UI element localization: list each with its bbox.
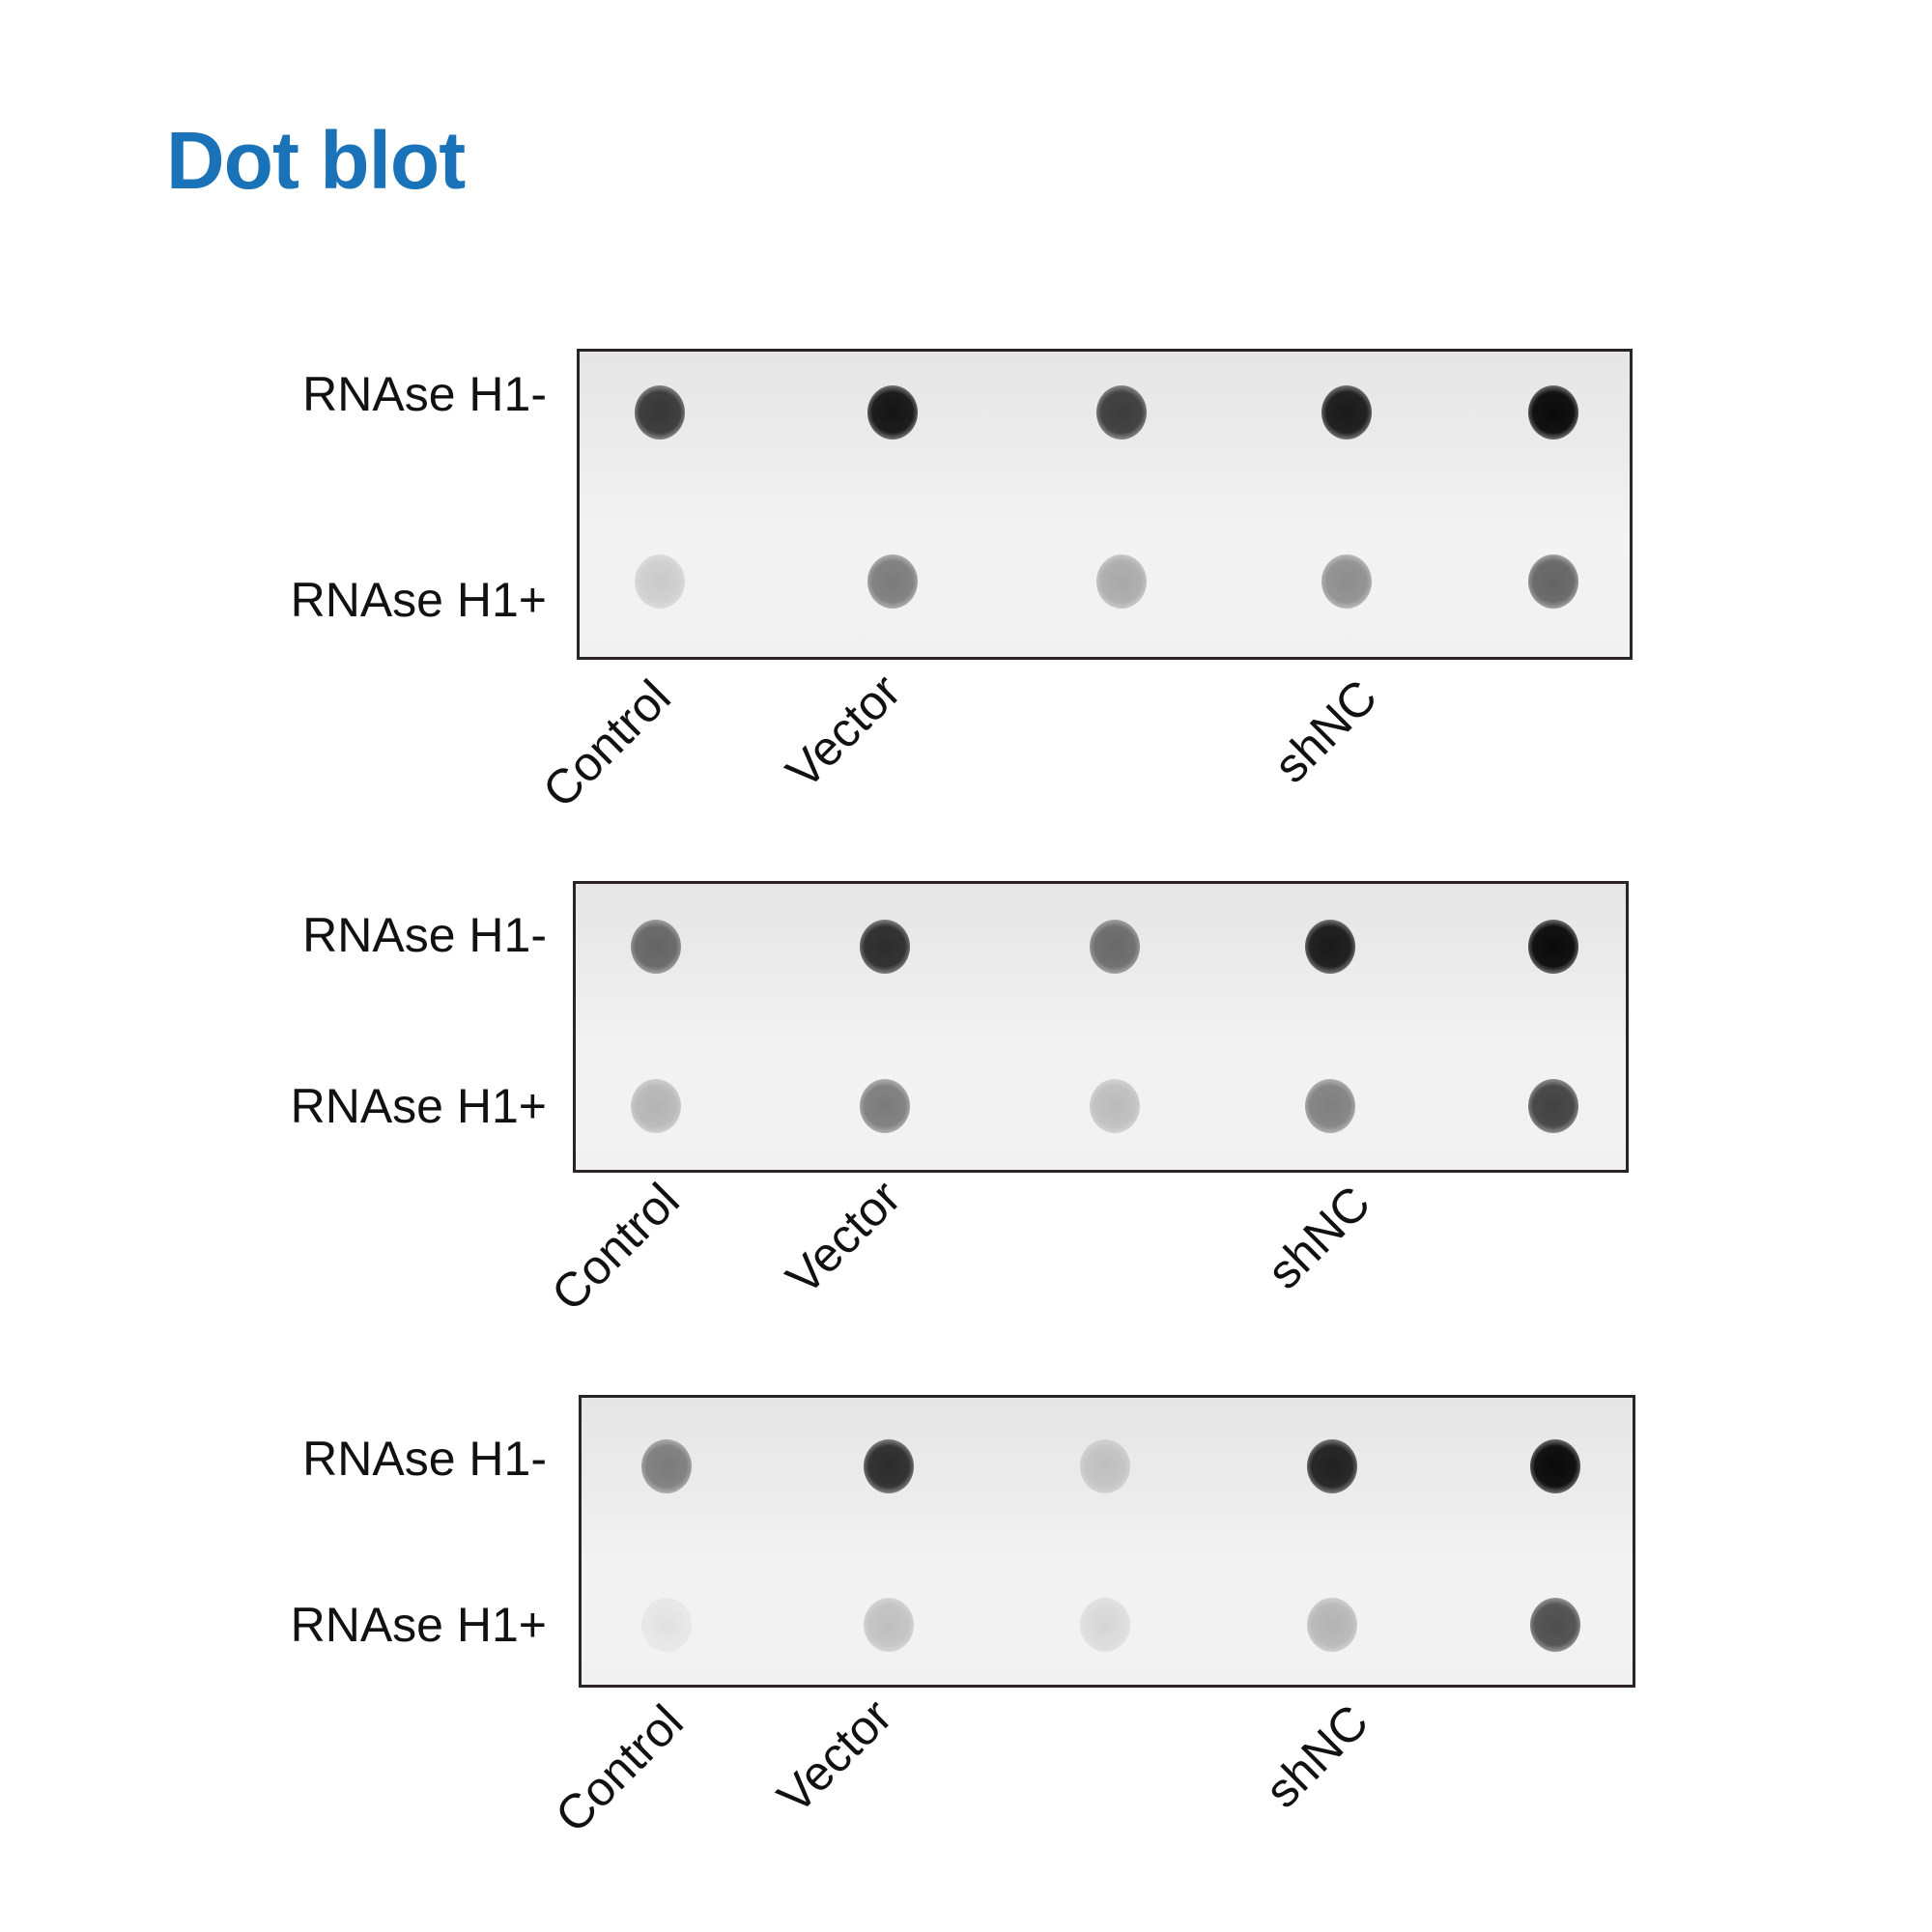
- blot-dot: [867, 385, 918, 440]
- lane-label: Vector: [776, 664, 911, 799]
- blot-dot: [864, 1439, 914, 1493]
- lane-label: Control: [545, 1694, 694, 1843]
- row-label: RNAse H1-: [302, 367, 547, 421]
- blot-dot: [1321, 554, 1372, 609]
- blot-dot: [1530, 1439, 1580, 1493]
- blot-dot: [1090, 1079, 1140, 1133]
- blot-dot: [641, 1439, 692, 1493]
- blot-dot: [860, 920, 910, 974]
- row-label: RNAse H1-: [302, 908, 547, 962]
- blot-dot: [1096, 554, 1147, 609]
- blot-dot: [860, 1079, 910, 1133]
- blot-dot: [635, 554, 685, 609]
- blot-dot: [1090, 920, 1140, 974]
- blot-dot: [641, 1598, 692, 1652]
- blot-dot: [1305, 1079, 1355, 1133]
- row-label: RNAse H1+: [290, 573, 547, 627]
- row-label: RNAse H1-: [302, 1432, 547, 1486]
- blot-dot: [631, 920, 681, 974]
- row-label: RNAse H1+: [290, 1079, 547, 1133]
- blot-dot: [635, 385, 685, 440]
- blot-dot: [1528, 1079, 1578, 1133]
- blot-dot: [1530, 1598, 1580, 1652]
- blot-dot: [1528, 920, 1578, 974]
- lane-label: Vector: [767, 1689, 902, 1824]
- blot-dot: [1096, 385, 1147, 440]
- row-label: RNAse H1+: [290, 1598, 547, 1652]
- blot-dot: [1307, 1598, 1357, 1652]
- blot-dot: [1528, 554, 1578, 609]
- blot-dot: [1080, 1439, 1130, 1493]
- blot-dot: [1080, 1598, 1130, 1652]
- lane-label: shNC: [1256, 1175, 1381, 1300]
- lane-label: Control: [541, 1173, 690, 1321]
- blot-dot: [1321, 385, 1372, 440]
- blot-dot: [631, 1079, 681, 1133]
- lane-label: Control: [532, 669, 681, 818]
- blot-dot: [1528, 385, 1578, 440]
- blot-dot: [867, 554, 918, 609]
- lane-label: shNC: [1263, 668, 1388, 794]
- figure-title: Dot blot: [166, 115, 466, 206]
- blot-dot: [864, 1598, 914, 1652]
- blot-dot: [1307, 1439, 1357, 1493]
- lane-label: shNC: [1254, 1693, 1379, 1819]
- lane-label: Vector: [776, 1170, 911, 1305]
- blot-dot: [1305, 920, 1355, 974]
